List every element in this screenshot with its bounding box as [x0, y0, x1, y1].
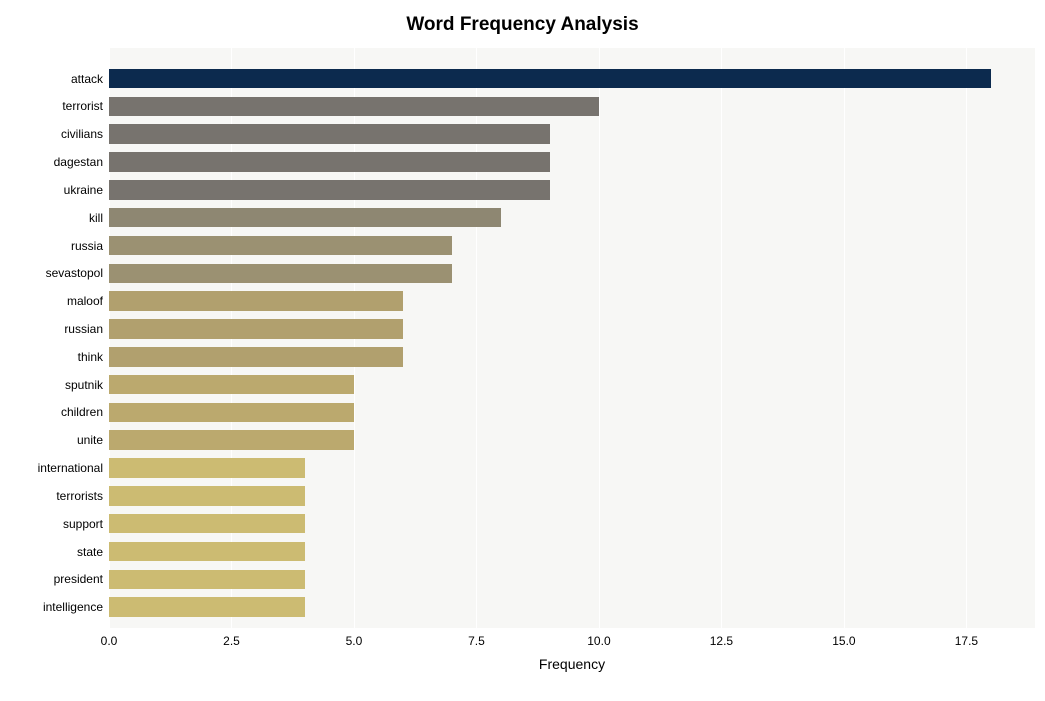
y-tick-label: sputnik — [65, 378, 109, 392]
bar — [109, 180, 550, 199]
y-tick-label: attack — [71, 72, 109, 86]
bar — [109, 236, 452, 255]
y-tick-label: terrorists — [56, 489, 109, 503]
bar — [109, 319, 403, 338]
x-tick-label: 10.0 — [587, 634, 610, 648]
gridline — [599, 48, 600, 628]
y-tick-label: kill — [89, 211, 109, 225]
y-tick-label: children — [61, 405, 109, 419]
y-tick-label: russian — [64, 322, 109, 336]
bar — [109, 97, 599, 116]
bar — [109, 542, 305, 561]
chart-title: Word Frequency Analysis — [16, 14, 1029, 36]
x-tick-label: 0.0 — [101, 634, 118, 648]
bar — [109, 347, 403, 366]
x-tick-label: 5.0 — [346, 634, 363, 648]
gridline — [966, 48, 967, 628]
x-axis-title: Frequency — [539, 656, 605, 672]
y-tick-label: dagestan — [54, 155, 109, 169]
bar — [109, 152, 550, 171]
x-tick-label: 7.5 — [468, 634, 485, 648]
y-tick-label: sevastopol — [46, 266, 109, 280]
x-tick-label: 2.5 — [223, 634, 240, 648]
bar — [109, 69, 991, 88]
y-tick-label: russia — [71, 239, 109, 253]
y-tick-label: president — [54, 572, 109, 586]
bar — [109, 486, 305, 505]
word-frequency-chart: Word Frequency Analysis 0.02.55.07.510.0… — [0, 0, 1045, 701]
gridline — [844, 48, 845, 628]
bar — [109, 375, 354, 394]
x-tick-label: 17.5 — [955, 634, 978, 648]
y-tick-label: ukraine — [64, 183, 109, 197]
x-tick-label: 15.0 — [832, 634, 855, 648]
y-tick-label: state — [77, 545, 109, 559]
bar — [109, 264, 452, 283]
bar — [109, 458, 305, 477]
y-tick-label: think — [78, 350, 109, 364]
gridline — [721, 48, 722, 628]
y-tick-label: terrorist — [62, 99, 109, 113]
bar — [109, 570, 305, 589]
y-tick-label: civilians — [61, 127, 109, 141]
bar — [109, 597, 305, 616]
y-tick-label: maloof — [67, 294, 109, 308]
bar — [109, 514, 305, 533]
plot-area: 0.02.55.07.510.012.515.017.5attackterror… — [109, 48, 1035, 628]
x-tick-label: 12.5 — [710, 634, 733, 648]
y-tick-label: support — [63, 517, 109, 531]
bar — [109, 403, 354, 422]
y-tick-label: intelligence — [43, 600, 109, 614]
bar — [109, 208, 501, 227]
y-tick-label: international — [38, 461, 109, 475]
bar — [109, 430, 354, 449]
y-tick-label: unite — [77, 433, 109, 447]
bar — [109, 291, 403, 310]
bar — [109, 124, 550, 143]
